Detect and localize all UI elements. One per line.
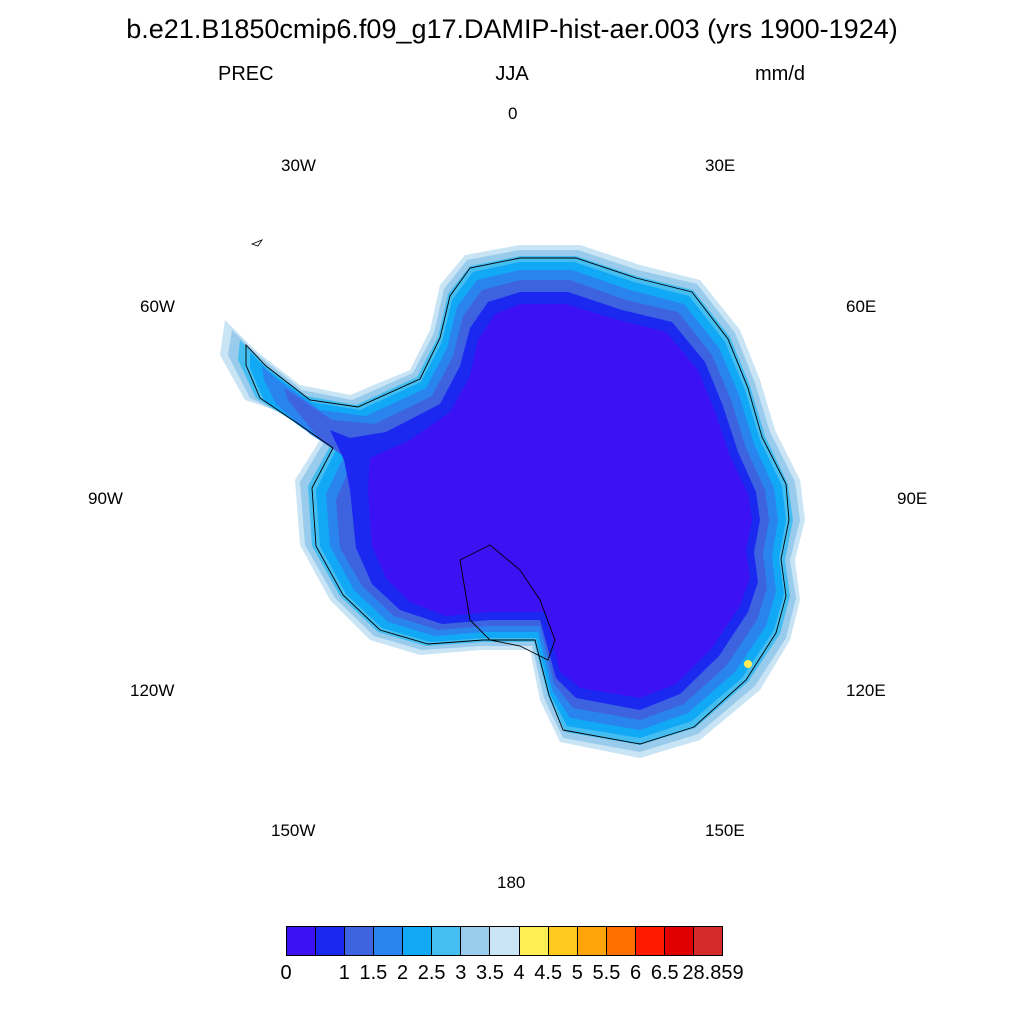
plot-title: b.e21.B1850cmip6.f09_g17.DAMIP-hist-aer.… [126,14,898,44]
colorbar-swatch-14 [693,927,722,955]
colorbar-labels: 0 1 1.5 2 2.5 3 3.5 4 4.5 5 5.5 6 6.5 28.859 [0,962,1024,988]
colorbar-label-12: 6.5 [650,962,679,984]
colorbar-label-6: 3.5 [476,962,504,984]
lon-label-90e: 90E [897,489,928,508]
colorbar-swatch-6 [461,927,491,955]
lon-label-150e: 150E [705,821,745,840]
colorbar-swatch-1 [316,927,346,955]
colorbar-swatch-4 [403,927,433,955]
variable-label: PREC [218,63,274,85]
colorbar-swatch-10 [577,927,607,955]
colorbar-label-2: 1.5 [359,962,388,984]
colorbar-swatch-0 [287,927,317,955]
colorbar-swatch-8 [519,927,549,955]
colorbar-label-4: 2.5 [417,962,446,984]
lon-label-0: 0 [508,104,518,123]
colorbar-swatch-5 [432,927,462,955]
coastline-island [250,239,264,247]
lon-label-120e: 120E [846,681,886,700]
colorbar-swatch-11 [606,927,636,955]
colorbar-label-3: 2 [396,962,409,984]
lon-label-150w: 150W [271,821,316,840]
colorbar-label-8: 4.5 [534,962,563,984]
colorbar-label-9: 5 [571,962,583,984]
lon-label-120w: 120W [130,681,175,700]
colorbar [286,926,723,956]
field-highlight [744,660,752,668]
colorbar-label-5: 3 [455,962,467,984]
field-interior [368,304,752,698]
colorbar-swatch-7 [490,927,520,955]
colorbar-swatch-9 [548,927,578,955]
colorbar-label-11: 6 [630,962,642,984]
coastline [245,257,790,745]
lon-label-60w: 60W [140,297,175,316]
colorbar-swatch-12 [635,927,665,955]
lon-label-60e: 60E [846,297,877,316]
colorbar-label-13: 28.859 [682,962,744,984]
season-label: JJA [495,63,529,85]
lon-label-30w: 30W [281,156,316,175]
lon-label-30e: 30E [705,156,736,175]
colorbar-swatch-2 [345,927,375,955]
colorbar-label-1: 1 [338,962,350,984]
colorbar-label-7: 4 [513,962,525,984]
lon-label-90w: 90W [88,489,123,508]
colorbar-swatch-13 [664,927,694,955]
colorbar-label-0: 0 [280,962,292,984]
units-label: mm/d [755,63,805,85]
colorbar-label-10: 5.5 [592,962,621,984]
colorbar-swatch-3 [374,927,404,955]
lon-label-180: 180 [497,873,526,892]
